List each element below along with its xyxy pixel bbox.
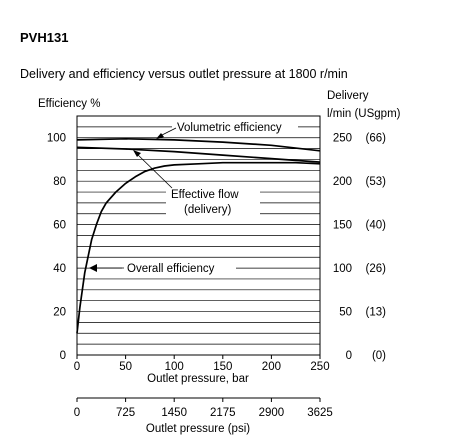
y-right-tick-label-gpm: (0) bbox=[372, 350, 386, 362]
x-tick-label: 200 bbox=[262, 361, 281, 373]
x-tick-label: 0 bbox=[74, 361, 80, 373]
psi-tick-label: 0 bbox=[74, 407, 80, 419]
annotation-volumetric-text: Volumetric efficiency bbox=[177, 122, 282, 134]
y-right-tick-label-gpm: (26) bbox=[366, 263, 387, 275]
y-right-tick-label-gpm: (13) bbox=[366, 307, 387, 319]
x-axis-label-bar: Outlet pressure, bar bbox=[147, 373, 249, 385]
y-right-tick-label: 100 bbox=[333, 263, 352, 275]
psi-tick-label: 2900 bbox=[259, 407, 285, 419]
series-layer bbox=[76, 137, 321, 334]
y-right-tick-label: 200 bbox=[333, 176, 352, 188]
annotation-overall-arrowhead bbox=[89, 264, 97, 272]
y-left-tick-label: 0 bbox=[60, 350, 66, 362]
annotation-flow-background bbox=[166, 185, 260, 217]
psi-tick-labels: 0 725 1450 2175 2900 3625 bbox=[74, 398, 333, 419]
plot-frame bbox=[76, 115, 321, 356]
y-left-tick-label: 80 bbox=[53, 176, 66, 188]
y-right-tick-label: 0 bbox=[346, 350, 352, 362]
y-left-axis-label: Efficiency % bbox=[38, 98, 100, 110]
y-right-axis-label-1: Delivery bbox=[327, 90, 369, 102]
annotation-overall-background bbox=[122, 259, 236, 276]
y-left-tick-labels: 0 20 40 60 80 100 bbox=[47, 133, 66, 362]
x-tick-labels: 0 50 100 150 200 250 bbox=[74, 355, 330, 373]
annotation-flow-leader bbox=[135, 152, 173, 189]
psi-tick-label: 1450 bbox=[161, 407, 187, 419]
x-axis-label-psi: Outlet pressure (psi) bbox=[146, 423, 250, 435]
y-left-tick-label: 100 bbox=[47, 133, 66, 145]
annotation-flow: Effective flow (delivery) bbox=[133, 150, 260, 217]
x-tick-label: 250 bbox=[310, 361, 329, 373]
chart-subtitle: Delivery and efficiency versus outlet pr… bbox=[20, 67, 348, 81]
series-line-2 bbox=[76, 146, 321, 163]
y-right-tick-label: 250 bbox=[333, 133, 352, 145]
annotation-flow-text-1: Effective flow bbox=[171, 189, 239, 201]
y-right-tick-label-gpm: (66) bbox=[366, 133, 387, 145]
y-left-tick-label: 60 bbox=[53, 220, 66, 232]
psi-tick-label: 3625 bbox=[307, 407, 333, 419]
x-tick-label: 150 bbox=[213, 361, 232, 373]
psi-tick-label: 725 bbox=[116, 407, 135, 419]
annotation-overall-text: Overall efficiency bbox=[127, 263, 215, 275]
x-tick-label: 50 bbox=[119, 361, 132, 373]
y-right-tick-label-gpm: (40) bbox=[366, 220, 387, 232]
annotation-flow-arrowhead bbox=[133, 150, 141, 157]
series-line-3 bbox=[76, 161, 321, 334]
y-left-tick-label: 40 bbox=[53, 263, 66, 275]
annotation-flow-text-2: (delivery) bbox=[184, 204, 231, 216]
model-title: PVH131 bbox=[20, 30, 68, 45]
y-right-tick-label-gpm: (53) bbox=[366, 176, 387, 188]
annotation-volumetric-arrowhead bbox=[156, 133, 164, 139]
annotation-overall: Overall efficiency bbox=[89, 259, 236, 276]
y-left-tick-label: 20 bbox=[53, 307, 66, 319]
series-line-1 bbox=[76, 137, 321, 152]
y-right-tick-labels: 0 (0) 50 (13) 100 (26) 150 (40) 200 (53) 250 (66) bbox=[333, 133, 386, 362]
y-right-tick-label: 150 bbox=[333, 220, 352, 232]
y-right-axis-label-2: l/min (USgpm) bbox=[327, 108, 401, 120]
annotation-volumetric-background bbox=[172, 117, 298, 134]
annotation-volumetric: Volumetric efficiency bbox=[156, 117, 298, 139]
psi-tick-label: 2175 bbox=[210, 407, 236, 419]
x-tick-label: 100 bbox=[165, 361, 184, 373]
y-right-tick-label: 50 bbox=[339, 307, 352, 319]
